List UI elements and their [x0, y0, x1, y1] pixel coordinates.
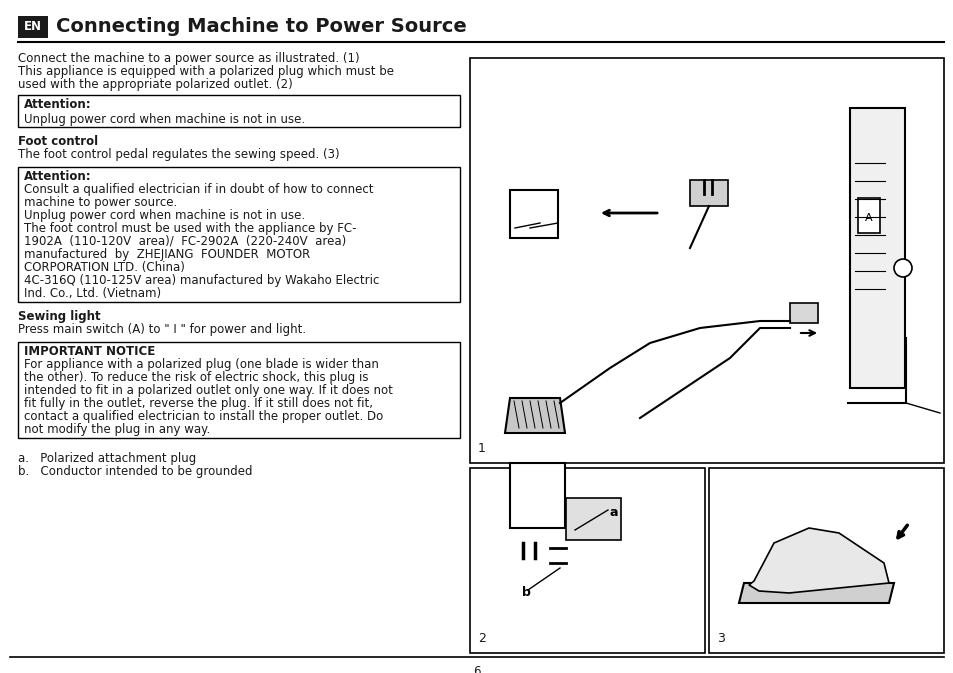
Text: the other). To reduce the risk of electric shock, this plug is: the other). To reduce the risk of electr…	[24, 371, 368, 384]
Bar	[470, 468, 704, 653]
Text: 1: 1	[477, 442, 485, 455]
Text: 4C-316Q (110-125V area) manufactured by Wakaho Electric: 4C-316Q (110-125V area) manufactured by …	[24, 274, 379, 287]
Circle shape	[893, 259, 911, 277]
Text: used with the appropriate polarized outlet. (2): used with the appropriate polarized outl…	[18, 78, 293, 91]
Bar	[18, 342, 459, 438]
Bar	[470, 58, 943, 463]
Bar	[18, 16, 48, 38]
Text: contact a qualified electrician to install the proper outlet. Do: contact a qualified electrician to insta…	[24, 410, 383, 423]
Text: Connecting Machine to Power Source: Connecting Machine to Power Source	[56, 17, 466, 36]
Bar	[708, 468, 943, 653]
Text: 1902A  (110-120V  area)/  FC-2902A  (220-240V  area): 1902A (110-120V area)/ FC-2902A (220-240…	[24, 235, 346, 248]
Text: a.   Polarized attachment plug: a. Polarized attachment plug	[18, 452, 196, 465]
Polygon shape	[748, 528, 888, 593]
Text: Unplug power cord when machine is not in use.: Unplug power cord when machine is not in…	[24, 113, 305, 126]
Text: CORPORATION LTD. (China): CORPORATION LTD. (China)	[24, 261, 185, 274]
Bar	[789, 303, 817, 323]
Bar	[689, 180, 727, 206]
Text: manufactured  by  ZHEJIANG  FOUNDER  MOTOR: manufactured by ZHEJIANG FOUNDER MOTOR	[24, 248, 310, 261]
Text: not modify the plug in any way.: not modify the plug in any way.	[24, 423, 210, 436]
Text: The foot control pedal regulates the sewing speed. (3): The foot control pedal regulates the sew…	[18, 148, 339, 161]
Text: EN: EN	[24, 20, 42, 34]
Text: 6: 6	[473, 665, 480, 673]
Text: b.   Conductor intended to be grounded: b. Conductor intended to be grounded	[18, 465, 253, 478]
Text: Connect the machine to a power source as illustrated. (1): Connect the machine to a power source as…	[18, 52, 359, 65]
Text: Press main switch (A) to " I " for power and light.: Press main switch (A) to " I " for power…	[18, 323, 306, 336]
Bar	[18, 95, 459, 127]
Bar	[18, 167, 459, 302]
Text: Sewing light: Sewing light	[18, 310, 100, 323]
Bar	[857, 198, 879, 233]
Bar	[565, 498, 620, 540]
Text: A: A	[864, 213, 872, 223]
Text: machine to power source.: machine to power source.	[24, 196, 177, 209]
Bar	[849, 108, 904, 388]
Text: Consult a qualified electrician if in doubt of how to connect: Consult a qualified electrician if in do…	[24, 183, 374, 196]
Text: a: a	[609, 506, 618, 519]
Text: Ind. Co., Ltd. (Vietnam): Ind. Co., Ltd. (Vietnam)	[24, 287, 161, 300]
Text: The foot control must be used with the appliance by FC-: The foot control must be used with the a…	[24, 222, 356, 235]
Text: 2: 2	[477, 632, 485, 645]
Polygon shape	[739, 583, 893, 603]
Polygon shape	[504, 398, 564, 433]
Text: IMPORTANT NOTICE: IMPORTANT NOTICE	[24, 345, 155, 358]
Text: 3: 3	[717, 632, 724, 645]
Text: For appliance with a polarized plug (one blade is wider than: For appliance with a polarized plug (one…	[24, 358, 378, 371]
Text: b: b	[521, 586, 530, 599]
Text: Foot control: Foot control	[18, 135, 98, 148]
Bar	[510, 190, 558, 238]
Text: Unplug power cord when machine is not in use.: Unplug power cord when machine is not in…	[24, 209, 305, 222]
Text: Attention:: Attention:	[24, 170, 91, 183]
Text: Attention:: Attention:	[24, 98, 91, 111]
Text: fit fully in the outlet, reverse the plug. If it still does not fit,: fit fully in the outlet, reverse the plu…	[24, 397, 373, 410]
Bar	[510, 463, 564, 528]
Text: intended to fit in a polarized outlet only one way. If it does not: intended to fit in a polarized outlet on…	[24, 384, 393, 397]
Text: This appliance is equipped with a polarized plug which must be: This appliance is equipped with a polari…	[18, 65, 394, 78]
